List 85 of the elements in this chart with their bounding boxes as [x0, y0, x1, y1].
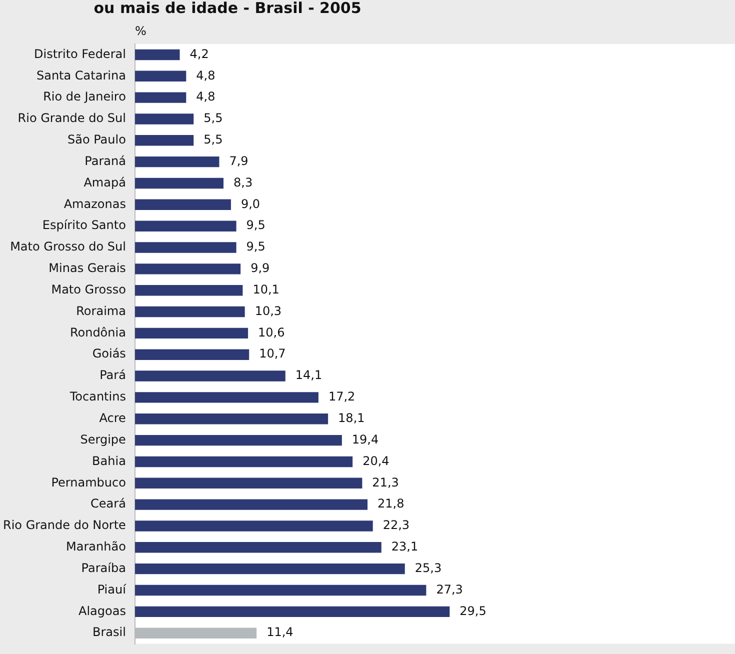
data-label: 4,8 [196, 90, 216, 104]
data-label: 4,2 [190, 46, 209, 61]
y-tick-label: Rio de Janeiro [43, 90, 126, 104]
data-label: 7,9 [229, 154, 248, 168]
bar [134, 114, 194, 124]
data-label: 14,1 [295, 368, 322, 382]
bar [134, 542, 382, 553]
data-label: 5,5 [204, 132, 223, 147]
data-label: 8,3 [233, 175, 253, 190]
bar [134, 156, 220, 168]
y-tick-label: Piauí [97, 582, 127, 596]
bar [134, 328, 248, 339]
data-label: 29,5 [460, 604, 486, 618]
bar [134, 306, 245, 318]
data-label: 9,9 [250, 261, 270, 276]
bar [134, 92, 186, 103]
bar [134, 499, 368, 510]
bar [134, 49, 180, 60]
data-label: 21,8 [378, 496, 404, 511]
data-label: 22,3 [382, 518, 410, 532]
y-tick-label: Mato Grosso [51, 282, 126, 296]
y-tick-label: Pernambuco [51, 475, 126, 490]
y-tick-label: Amazonas [64, 196, 126, 211]
y-tick-label: Paraná [84, 154, 126, 168]
bar [134, 456, 353, 468]
data-label: 25,3 [414, 560, 442, 575]
y-tick-label: Rio Grande do Norte [2, 518, 126, 532]
bar [134, 563, 405, 574]
y-tick-label: Mato Grosso do Sul [10, 240, 126, 254]
chart-title: ou mais de idade - Brasil - 2005 [94, 0, 362, 17]
y-tick-label: Alagoas [78, 604, 126, 618]
bar [134, 414, 328, 424]
data-label: 5,5 [204, 111, 223, 126]
y-tick-label: Sergipe [80, 432, 126, 446]
bar [134, 349, 250, 360]
y-tick-label: Rondônia [70, 325, 126, 340]
data-label: 11,4 [266, 625, 294, 640]
data-label: 10,7 [259, 346, 286, 361]
data-label: 20,4 [362, 454, 390, 468]
y-tick-label: Santa Catarina [36, 68, 126, 82]
y-tick-label: Paraíba [81, 560, 126, 575]
bar [134, 199, 231, 210]
y-tick-label: Roraima [76, 304, 126, 318]
data-label: 23,1 [391, 540, 418, 554]
y-tick-label: Maranhão [66, 540, 126, 554]
y-tick-label: Brasil [92, 625, 126, 640]
y-tick-label: Goiás [92, 346, 126, 361]
data-label: 18,1 [338, 411, 365, 425]
y-tick-label: Acre [99, 411, 126, 425]
y-tick-label: Bahia [92, 454, 126, 468]
y-tick-label: Distrito Federal [34, 46, 126, 61]
y-tick-label: Amapá [84, 175, 126, 190]
bar [134, 584, 426, 596]
y-tick-label: Pará [100, 368, 126, 382]
data-label: 9,0 [240, 196, 260, 211]
x-axis-title: % [134, 24, 146, 38]
bar [134, 606, 450, 618]
bar [134, 220, 236, 232]
data-label: 21,3 [372, 475, 399, 490]
y-tick-label: Rio Grande do Sul [18, 111, 126, 126]
bar [134, 135, 194, 146]
y-tick-label: Tocantins [68, 390, 126, 404]
bar [134, 392, 318, 403]
y-tick-label: Ceará [90, 496, 126, 511]
bar [134, 70, 186, 82]
bar [134, 242, 236, 253]
bar [134, 284, 243, 296]
bar [134, 370, 286, 382]
data-label: 4,8 [196, 68, 216, 82]
bar [134, 178, 224, 189]
bar [134, 478, 362, 488]
data-label: 9,5 [246, 218, 266, 232]
bar [134, 434, 342, 446]
bar [134, 520, 373, 532]
bar [134, 264, 241, 274]
y-tick-label: Espírito Santo [42, 218, 126, 232]
data-label: 10,6 [258, 325, 285, 340]
data-label: 10,3 [254, 304, 282, 318]
data-label: 27,3 [436, 582, 463, 596]
y-tick-label: São Paulo [67, 132, 126, 147]
data-label: 17,2 [328, 390, 356, 404]
y-tick-label: Minas Gerais [48, 261, 126, 276]
data-label: 10,1 [252, 282, 280, 296]
data-label: 9,5 [246, 240, 266, 254]
data-label: 19,4 [352, 432, 379, 446]
